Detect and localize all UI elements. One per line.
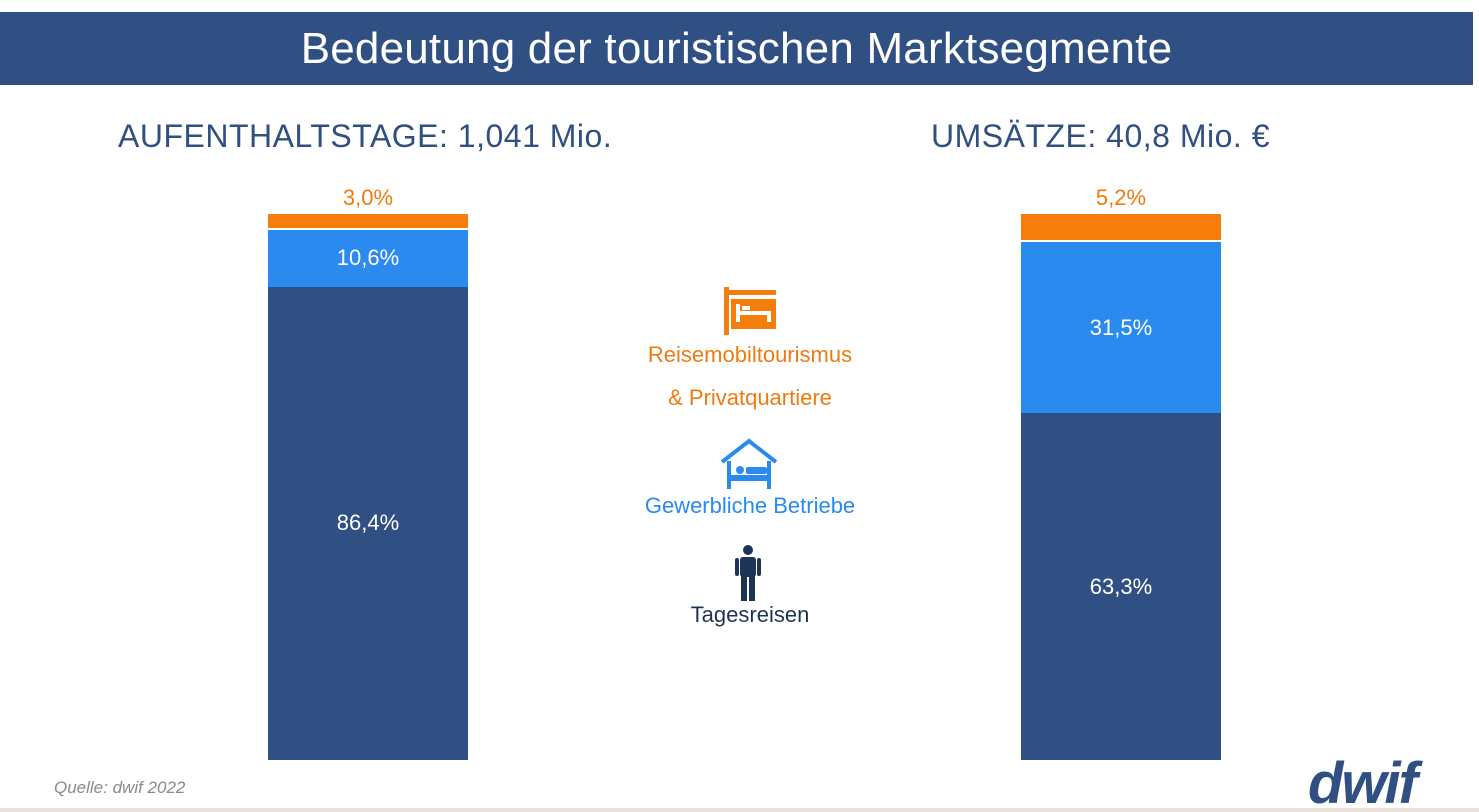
segment-reisemobil (1021, 212, 1221, 241)
signboard-bed-icon (724, 287, 776, 335)
svg-text:dwif: dwif (1308, 755, 1424, 807)
person-icon (735, 545, 761, 601)
legend-reisemobil-line2: & Privatquartiere (668, 385, 832, 410)
data-label: 3,0% (342, 185, 394, 210)
stacked-bar-umsaetze: 63,3% 31,5% (1021, 212, 1221, 760)
data-label: 86,4% (336, 510, 400, 536)
dwif-logo: dwif (1308, 755, 1426, 807)
house-bed-icon (720, 438, 778, 489)
chart-title-aufenthaltstage: AUFENTHALTSTAGE: 1,041 Mio. (118, 118, 613, 154)
data-label: 31,5% (1089, 314, 1153, 340)
legend-reisemobil-line1: Reisemobiltourismus (647, 342, 853, 367)
segment-gewerbliche: 10,6% (268, 228, 468, 287)
source-note: Quelle: dwif 2022 (54, 778, 186, 797)
legend-gewerbliche: Gewerbliche Betriebe (644, 493, 856, 518)
data-label: 10,6% (336, 245, 400, 271)
legend-tagesreisen: Tagesreisen (690, 602, 810, 627)
chart-title-umsaetze: UMSÄTZE: 40,8 Mio. € (931, 118, 1270, 154)
page-title: Bedeutung der touristischen Marktsegment… (0, 12, 1473, 85)
segment-tagesreisen: 63,3% (1021, 413, 1221, 760)
segment-reisemobil (268, 212, 468, 229)
segment-tagesreisen: 86,4% (268, 286, 468, 760)
stacked-bar-aufenthaltstage: 86,4% 10,6% (268, 212, 468, 760)
segment-gewerbliche: 31,5% (1021, 240, 1221, 414)
data-label: 63,3% (1089, 573, 1153, 599)
data-label: 5,2% (1095, 185, 1147, 210)
bottom-divider (0, 808, 1479, 812)
